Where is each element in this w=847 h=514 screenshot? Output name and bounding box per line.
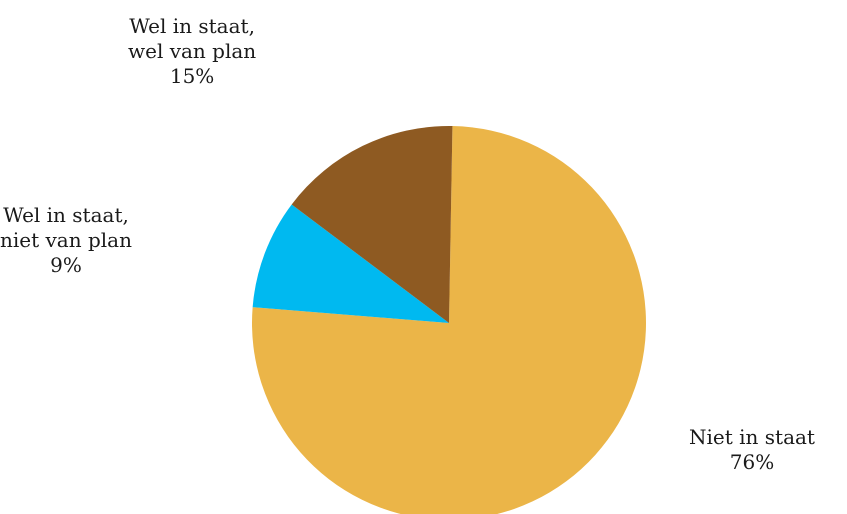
slice-label-line: wel van plan <box>128 39 257 63</box>
slice-label-niet-in-staat: Niet in staat 76% <box>689 425 815 475</box>
pie-slice-wel-in-staat-wel-van-plan <box>291 125 453 323</box>
slice-value-label: 76% <box>729 450 775 474</box>
slice-label-wel-in-staat-wel-van-plan: Wel in staat, wel van plan 15% <box>128 14 256 89</box>
pie-slice-wel-in-staat-niet-van-plan <box>252 204 449 323</box>
slice-label-line: Niet in staat <box>689 425 815 449</box>
slice-value-label: 9% <box>50 253 82 277</box>
slice-label-line: niet van plan <box>0 228 132 252</box>
pie-slice-niet-in-staat <box>252 126 646 514</box>
slice-value-label: 15% <box>169 64 215 88</box>
slice-label-wel-in-staat-niet-van-plan: Wel in staat, niet van plan 9% <box>0 203 132 278</box>
slice-label-line: Wel in staat, <box>129 14 255 38</box>
pie-slices <box>252 125 646 514</box>
slice-label-line: Wel in staat, <box>3 203 129 227</box>
